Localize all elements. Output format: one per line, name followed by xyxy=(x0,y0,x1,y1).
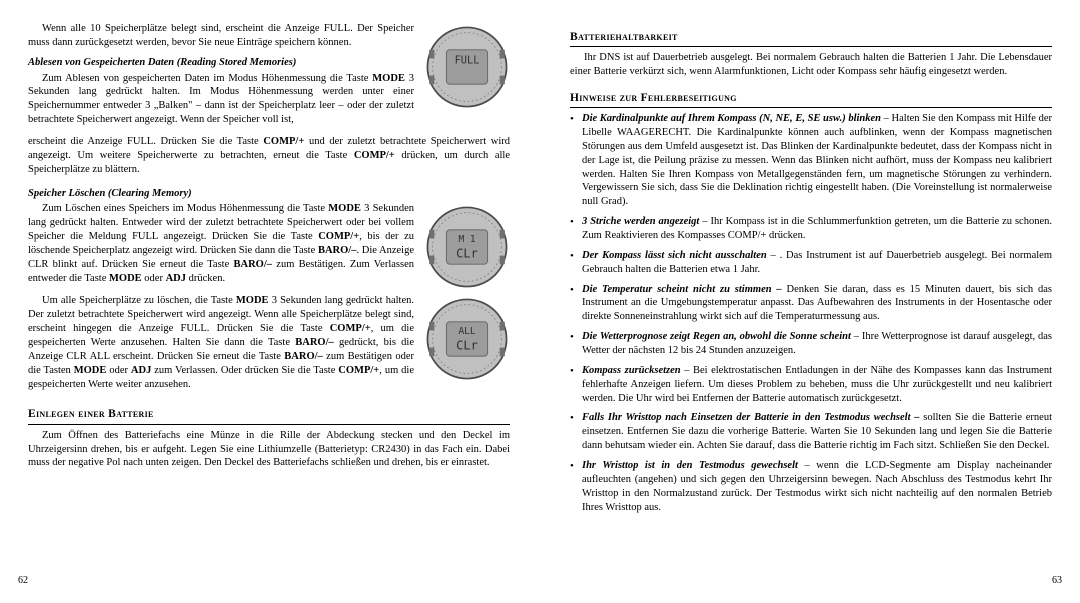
text: drücken. xyxy=(186,273,225,284)
para-battery-insert: Zum Öffnen des Batteriefachs eine Münze … xyxy=(28,429,510,471)
bullet-three-dashes: 3 Striche werden angezeigt – Ihr Kompass… xyxy=(570,215,1052,243)
key-mode: MODE xyxy=(372,73,405,84)
key-adj: ADJ xyxy=(131,365,151,376)
block-intro: Wenn alle 10 Speicherplätze belegt sind,… xyxy=(28,22,510,131)
para-clear-all: Um alle Speicherplätze zu löschen, die T… xyxy=(28,294,414,391)
bullet-title: Ihr Wristtop ist in den Testmodus gewech… xyxy=(582,460,798,471)
page-number-left: 62 xyxy=(18,574,28,587)
key-comp: COMP/+ xyxy=(318,231,359,242)
key-comp: COMP/+ xyxy=(354,150,395,161)
key-mode: MODE xyxy=(74,365,107,376)
key-baro: BARO/– xyxy=(318,245,357,256)
text: Zum Ablesen von gespeicherten Daten im M… xyxy=(42,73,372,84)
right-column: Batteriehaltbarkeit Ihr DNS ist auf Daue… xyxy=(540,22,1052,585)
subhead-clear-memory: Speicher Löschen (Clearing Memory) xyxy=(28,187,510,201)
bullet-body: – Halten Sie den Kompass mit Hilfe der L… xyxy=(582,113,1052,207)
key-baro: BARO/– xyxy=(234,259,273,270)
troubleshooting-list: Die Kardinalpunkte auf Ihrem Kompass (N,… xyxy=(570,112,1052,520)
section-battery-life: Batteriehaltbarkeit xyxy=(570,30,1052,47)
subhead-reading-stored: Ablesen von Gespeicherten Daten (Reading… xyxy=(28,56,414,70)
key-comp: COMP/+ xyxy=(263,136,304,147)
para-battery-life: Ihr DNS ist auf Dauerbetrieb ausgelegt. … xyxy=(570,51,1052,79)
section-battery-insert: Einlegen einer Batterie xyxy=(28,407,510,424)
svg-text:CLr: CLr xyxy=(456,339,478,353)
section-troubleshooting: Hinweise zur Fehlerbeseitigung xyxy=(570,91,1052,108)
key-mode: MODE xyxy=(109,273,142,284)
bullet-title: Kompass zurücksetzen xyxy=(582,365,681,376)
watch-illustration-all-clr: ALL CLr xyxy=(424,296,510,382)
text: oder xyxy=(106,365,131,376)
bullet-title: Die Temperatur scheint nicht zu stimmen … xyxy=(582,284,782,295)
svg-text:CLr: CLr xyxy=(456,247,478,261)
svg-text:FULL: FULL xyxy=(455,55,480,67)
bullet-title: Falls Ihr Wristtop nach Einsetzen der Ba… xyxy=(582,412,920,423)
bullet-title: Die Wetterprognose zeigt Regen an, obwoh… xyxy=(582,331,851,342)
para-read-part1: Zum Ablesen von gespeicherten Daten im M… xyxy=(28,72,414,127)
watch-illustration-full: FULL xyxy=(424,24,510,110)
block-clear-one: Zum Löschen eines Speichers im Modus Höh… xyxy=(28,202,510,290)
block-clear-all: Um alle Speicherplätze zu löschen, die T… xyxy=(28,294,510,395)
bullet-weather: Die Wetterprognose zeigt Regen an, obwoh… xyxy=(570,330,1052,358)
key-comp: COMP/+ xyxy=(330,323,371,334)
para-read-part2: erscheint die Anzeige FULL. Drücken Sie … xyxy=(28,135,510,177)
bullet-title: 3 Striche werden angezeigt xyxy=(582,216,699,227)
key-adj: ADJ xyxy=(166,273,186,284)
bullet-title: Der Kompass lässt sich nicht ausschalten xyxy=(582,250,767,261)
svg-text:M 1: M 1 xyxy=(458,234,475,245)
key-baro: BARO/– xyxy=(284,351,323,362)
key-baro: BARO/– xyxy=(295,337,334,348)
key-mode: MODE xyxy=(236,295,269,306)
svg-text:ALL: ALL xyxy=(458,326,475,337)
bullet-test-mode-battery: Falls Ihr Wristtop nach Einsetzen der Ba… xyxy=(570,411,1052,453)
para-clear-one: Zum Löschen eines Speichers im Modus Höh… xyxy=(28,202,414,285)
text: erscheint die Anzeige FULL. Drücken Sie … xyxy=(28,136,263,147)
bullet-compass-off: Der Kompass lässt sich nicht ausschalten… xyxy=(570,249,1052,277)
text: Um alle Speicherplätze zu löschen, die T… xyxy=(42,295,236,306)
watch-illustration-m1-clr: M 1 CLr xyxy=(424,204,510,290)
text: Zum Löschen eines Speichers im Modus Höh… xyxy=(42,203,328,214)
key-comp: COMP/+ xyxy=(338,365,379,376)
bullet-title: Die Kardinalpunkte auf Ihrem Kompass (N,… xyxy=(582,113,881,124)
bullet-cardinal-blink: Die Kardinalpunkte auf Ihrem Kompass (N,… xyxy=(570,112,1052,209)
page-number-right: 63 xyxy=(1052,574,1062,587)
bullet-test-mode: Ihr Wristtop ist in den Testmodus gewech… xyxy=(570,459,1052,514)
bullet-compass-reset: Kompass zurücksetzen – Bei elektrostatis… xyxy=(570,364,1052,406)
bullet-temperature: Die Temperatur scheint nicht zu stimmen … xyxy=(570,283,1052,325)
text: zum Verlassen. Oder drücken Sie die Tast… xyxy=(151,365,338,376)
key-mode: MODE xyxy=(328,203,361,214)
left-column: Wenn alle 10 Speicherplätze belegt sind,… xyxy=(28,22,540,585)
page-spread: Wenn alle 10 Speicherplätze belegt sind,… xyxy=(0,0,1080,603)
text: oder xyxy=(142,273,166,284)
para-full-notice: Wenn alle 10 Speicherplätze belegt sind,… xyxy=(28,22,414,50)
